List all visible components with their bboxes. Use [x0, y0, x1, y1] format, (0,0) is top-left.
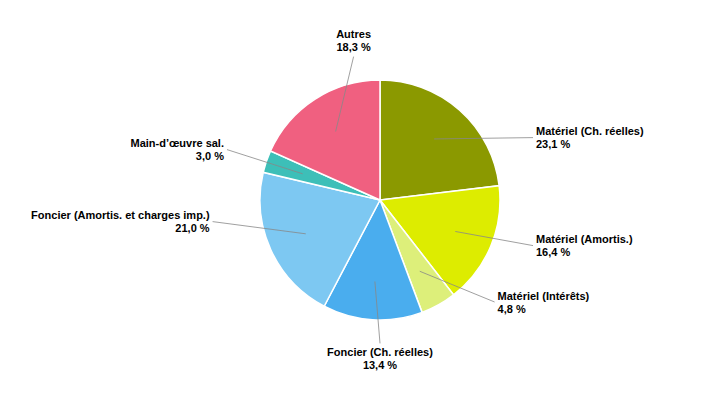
pie-slice: [270, 80, 380, 200]
slice-value: 16,4 %: [536, 246, 570, 258]
slice-category: Main-d’œuvre sal.: [130, 137, 224, 149]
leader-lines: [213, 57, 533, 344]
slice-category: Matériel (Ch. réelles): [536, 125, 644, 137]
leader-line: [336, 57, 354, 132]
slice-category: Foncier (Amortis. et charges imp.): [31, 209, 210, 221]
slice-label: Matériel (Ch. réelles)23,1 %: [536, 125, 644, 150]
labels: Matériel (Ch. réelles)23,1 % Matériel (Am…: [31, 28, 644, 372]
slice-value: 13,4 %: [363, 359, 397, 371]
slice-category: Autres: [336, 28, 371, 40]
pie-slice: [380, 80, 499, 200]
leader-line: [213, 222, 306, 234]
leader-line: [455, 231, 533, 245]
slice-value: 23,1 %: [536, 138, 570, 150]
leader-line: [434, 138, 533, 139]
slice-label: Autres18,3 %: [336, 28, 371, 53]
slice-value: 3,0 %: [196, 150, 224, 162]
slice-category: Matériel (Amortis.): [536, 233, 633, 245]
slice-value: 18,3 %: [336, 41, 370, 53]
leader-line: [227, 150, 303, 174]
pie: [260, 80, 500, 320]
slice-label: Foncier (Ch. réelles)13,4 %: [327, 346, 433, 371]
chart: Matériel (Ch. réelles)23,1 % Matériel (Am…: [0, 0, 725, 400]
slice-label: Foncier (Amortis. et charges imp.)21,0 %: [31, 209, 210, 234]
slice-label: Matériel (Intérêts)4,8 %: [498, 290, 590, 315]
slice-label: Main-d’œuvre sal.3,0 %: [130, 137, 224, 162]
slice-category: Matériel (Intérêts): [498, 290, 590, 302]
leader-line: [375, 281, 380, 343]
slice-value: 4,8 %: [498, 303, 526, 315]
leader-line: [420, 271, 495, 302]
slice-label: Matériel (Amortis.)16,4 %: [536, 233, 633, 258]
slice-category: Foncier (Ch. réelles): [327, 346, 433, 358]
slice-value: 21,0 %: [175, 222, 209, 234]
